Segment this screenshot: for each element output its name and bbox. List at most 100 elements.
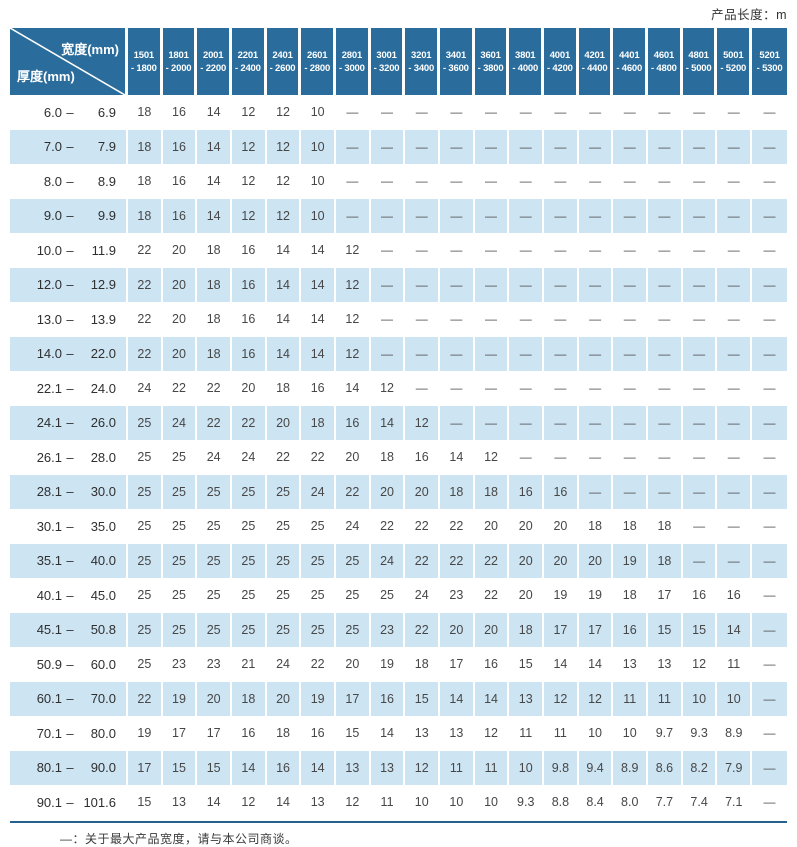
value-cell: 20: [266, 405, 302, 440]
value-cell: 12: [578, 681, 614, 716]
diagonal-divider: [10, 28, 125, 95]
value-cell: 20: [440, 612, 475, 647]
value-cell: 25: [197, 543, 233, 578]
value-cell-empty: —: [578, 405, 614, 440]
value-cell: 12: [336, 233, 371, 268]
value-cell: 22: [440, 509, 475, 544]
value-cell-empty: —: [509, 371, 545, 406]
value-cell: 15: [128, 785, 163, 820]
value-cell: 23: [197, 647, 233, 682]
value-cell: 25: [232, 543, 267, 578]
value-cell-empty: —: [509, 336, 545, 371]
value-cell-empty: —: [613, 302, 649, 337]
value-cell-empty: —: [440, 233, 475, 268]
value-cell: 14: [197, 198, 233, 233]
value-cell: 20: [509, 509, 545, 544]
range-separator: –: [66, 587, 74, 603]
value-cell: 25: [197, 578, 233, 613]
value-cell: 16: [232, 336, 267, 371]
value-cell-empty: —: [370, 336, 406, 371]
value-cell-empty: —: [509, 267, 545, 302]
value-cell-empty: —: [405, 198, 441, 233]
value-cell-empty: —: [544, 267, 579, 302]
value-cell: 19: [128, 716, 163, 751]
value-cell: 25: [128, 509, 163, 544]
value-cell-empty: —: [405, 95, 441, 130]
range-separator: –: [66, 656, 74, 672]
value-cell-empty: —: [370, 95, 406, 130]
value-cell: 22: [405, 509, 441, 544]
value-cell: 16: [474, 647, 510, 682]
value-cell: 19: [544, 578, 579, 613]
value-cell: 25: [266, 543, 302, 578]
value-cell: 22: [128, 336, 163, 371]
product-length-note: 产品长度：m: [711, 8, 787, 22]
table-row: 12.0–12.9 22 20 18 16 14 14 12— — — — — — — — — — — —: [10, 267, 787, 302]
value-cell: 16: [613, 612, 649, 647]
value-cell: 25: [197, 612, 233, 647]
value-cell: 24: [197, 440, 233, 475]
thickness-range-label: 6.0–6.9: [10, 95, 128, 130]
value-cell: 10: [717, 681, 753, 716]
value-cell: 12: [370, 371, 406, 406]
thickness-range-label: 12.0–12.9: [10, 267, 128, 302]
value-cell: 9.3: [509, 785, 545, 820]
table-row: 30.1–35.0 25 25 25 25 25 25 24 22 22 22 20 20 20 18 18 1…: [10, 509, 787, 544]
value-cell-empty: —: [474, 336, 510, 371]
value-cell-empty: —: [648, 405, 683, 440]
range-separator: –: [66, 622, 74, 638]
value-cell: 16: [162, 198, 198, 233]
value-cell: 14: [301, 267, 337, 302]
value-cell: 25: [266, 578, 302, 613]
value-cell: 19: [370, 647, 406, 682]
value-cell: 18: [266, 716, 302, 751]
value-cell-empty: —: [578, 474, 614, 509]
width-range-header: 2401- 2600: [266, 28, 302, 95]
value-cell: 19: [613, 543, 649, 578]
value-cell-empty: —: [752, 336, 787, 371]
value-cell-empty: —: [648, 302, 683, 337]
value-cell-empty: —: [578, 440, 614, 475]
width-range-header: 3001- 3200: [370, 28, 406, 95]
value-cell-empty: —: [405, 336, 441, 371]
value-cell: 15: [197, 750, 233, 785]
value-cell-empty: —: [440, 405, 475, 440]
value-cell: 25: [128, 474, 163, 509]
value-cell: 18: [197, 267, 233, 302]
value-cell-empty: —: [440, 371, 475, 406]
value-cell: 12: [336, 302, 371, 337]
thickness-range-label: 45.1–50.8: [10, 612, 128, 647]
value-cell-empty: —: [752, 129, 787, 164]
value-cell: 22: [405, 612, 441, 647]
value-cell-empty: —: [509, 164, 545, 199]
value-cell: 16: [266, 750, 302, 785]
value-cell-empty: —: [509, 198, 545, 233]
value-cell: 16: [544, 474, 579, 509]
value-cell: 25: [128, 543, 163, 578]
value-cell-empty: —: [752, 267, 787, 302]
table-row: 8.0–8.9 18 16 14 12 12 10— — — — — — — — — — — — —: [10, 164, 787, 199]
range-separator: –: [66, 173, 74, 189]
value-cell: 16: [232, 716, 267, 751]
value-cell: 20: [474, 612, 510, 647]
value-cell: 18: [128, 129, 163, 164]
value-cell: 16: [717, 578, 753, 613]
value-cell: 13: [440, 716, 475, 751]
value-cell: 18: [232, 681, 267, 716]
table-row: 22.1–24.0 24 22 22 20 18 16 14 12— — — — — — — — — — —: [10, 371, 787, 406]
value-cell: 8.9: [717, 716, 753, 751]
value-cell: 13: [613, 647, 649, 682]
value-cell: 14: [266, 267, 302, 302]
thickness-range-label: 24.1–26.0: [10, 405, 128, 440]
value-cell: 22: [197, 371, 233, 406]
value-cell-empty: —: [648, 198, 683, 233]
value-cell-empty: —: [578, 267, 614, 302]
value-cell: 24: [301, 474, 337, 509]
value-cell-empty: —: [370, 198, 406, 233]
table-row: 60.1–70.0 22 19 20 18 20 19 17 16 15 14 14 13 12 12 11 1…: [10, 681, 787, 716]
value-cell: 25: [162, 543, 198, 578]
value-cell: 12: [232, 164, 267, 199]
value-cell-empty: —: [336, 198, 371, 233]
value-cell: 9.3: [682, 716, 718, 751]
table-row: 45.1–50.8 25 25 25 25 25 25 25 23 22 20 20 18 17 17 16 1…: [10, 612, 787, 647]
